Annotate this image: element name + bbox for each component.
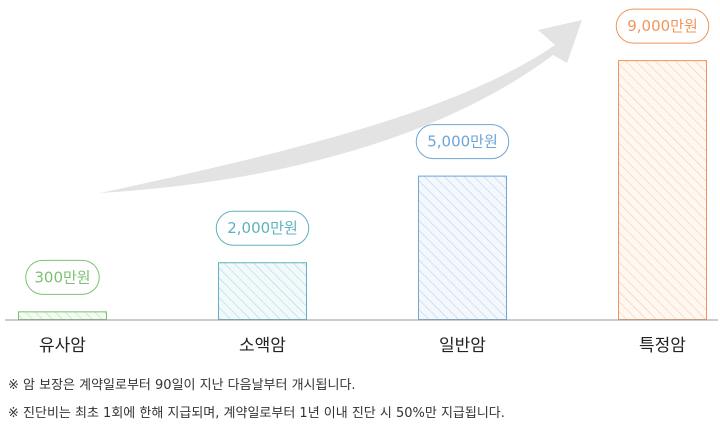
value-pill-teukjeongam: [615, 8, 710, 44]
value-pill-soaekam: [215, 210, 310, 246]
value-pill-ilbanam: [415, 124, 510, 160]
footnote-payment-condition: ※ 진단비는 최초 1회에 한해 지급되며, 계약일로부터 1년 이내 진단 시…: [8, 406, 505, 421]
category-label-yusaam: 유사암: [39, 336, 86, 356]
category-label-soaekam: 소액암: [239, 336, 286, 356]
bar-teukjeongam: [618, 60, 707, 320]
value-label-soaekam: 2,000만원: [227, 219, 298, 237]
bar-ilbanam: [418, 175, 507, 320]
footnote-coverage-start: ※ 암 보장은 계약일로부터 90일이 지난 다음날부터 개시됩니다.: [8, 378, 356, 393]
category-label-teukjeongam: 특정암: [639, 336, 686, 356]
bar-yusaam: [18, 311, 107, 320]
bar-soaekam: [218, 262, 307, 321]
value-pill-yusaam: [25, 259, 100, 295]
growth-arrow: [100, 20, 582, 193]
value-label-yusaam: 300만원: [34, 268, 90, 286]
category-label-ilbanam: 일반암: [439, 336, 486, 356]
value-label-ilbanam: 5,000만원: [427, 133, 498, 151]
footnotes: ※ 암 보장은 계약일로부터 90일이 지난 다음날부터 개시됩니다. ※ 진단…: [8, 372, 708, 428]
value-label-teukjeongam: 9,000만원: [627, 17, 698, 35]
